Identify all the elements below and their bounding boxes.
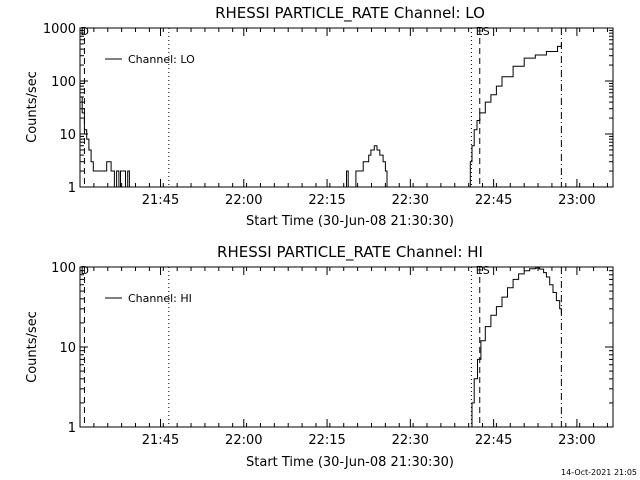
lo-x-tick-label: 22:00 — [225, 193, 262, 208]
lo-x-tick-label: 22:45 — [475, 193, 512, 208]
lo-y-tick-label: 1 — [68, 181, 76, 196]
hi-channel-panel: RHESSI PARTICLE_RATE Channel: HI Start T… — [25, 243, 614, 470]
hi-x-tick-label: 22:15 — [308, 433, 345, 448]
lo-x-axis-label: Start Time (30-Jun-08 21:30:30) — [246, 214, 454, 229]
lo-y-axis-label: Counts/sec — [25, 71, 40, 143]
lo-series-line — [468, 43, 562, 188]
hi-y-axis-label: Counts/sec — [25, 311, 40, 383]
hi-y-tick-label: 100 — [51, 261, 76, 276]
hi-y-tick-label: 1 — [68, 421, 76, 436]
hi-x-tick-label: 22:30 — [392, 433, 429, 448]
hi-event-marker-label: ES — [476, 264, 490, 277]
lo-y-tick-label: 10 — [59, 128, 76, 143]
hi-event-marker-label: D — [80, 264, 88, 277]
hi-x-tick-label: 23:00 — [558, 433, 595, 448]
lo-event-marker-label: ES — [476, 25, 490, 38]
lo-x-tick-label: 22:30 — [392, 193, 429, 208]
lo-y-tick-label: 100 — [51, 75, 76, 90]
lo-x-tick-label: 22:15 — [308, 193, 345, 208]
hi-x-tick-label: 22:00 — [225, 433, 262, 448]
hi-legend-label: Channel: HI — [128, 292, 192, 305]
lo-series-line — [354, 145, 389, 188]
lo-legend-label: Channel: LO — [128, 53, 195, 66]
hi-series-line — [469, 267, 562, 428]
lo-x-tick-label: 23:00 — [558, 193, 595, 208]
hi-x-tick-label: 22:45 — [475, 433, 512, 448]
hi-y-tick-label: 10 — [59, 341, 76, 356]
lo-y-tick-label: 1000 — [43, 22, 76, 37]
lo-channel-panel: RHESSI PARTICLE_RATE Channel: LO Start T… — [25, 4, 614, 229]
lo-series-line — [345, 170, 349, 188]
footer-timestamp: 14-Oct-2021 21:05 — [561, 468, 637, 477]
hi-chart-title: RHESSI PARTICLE_RATE Channel: HI — [217, 243, 483, 262]
hi-x-tick-label: 21:45 — [142, 433, 179, 448]
lo-event-marker-label: D — [80, 25, 88, 38]
lo-series-line — [80, 96, 130, 188]
lo-chart-title: RHESSI PARTICLE_RATE Channel: LO — [215, 4, 485, 23]
lo-x-tick-label: 21:45 — [142, 193, 179, 208]
hi-x-axis-label: Start Time (30-Jun-08 21:30:30) — [246, 455, 454, 470]
